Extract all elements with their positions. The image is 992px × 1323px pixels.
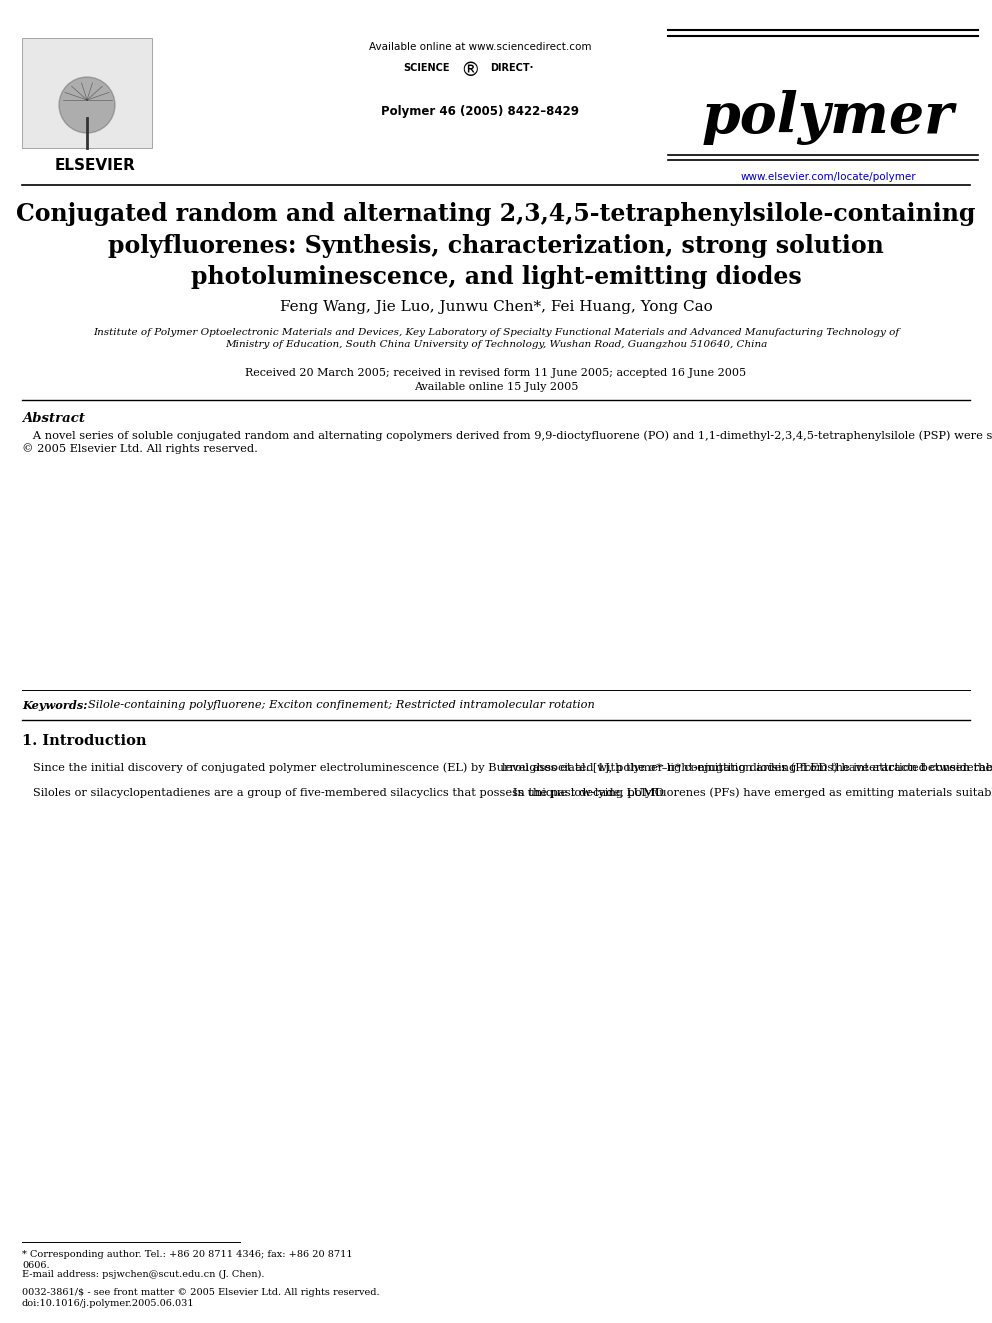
Text: Institute of Polymer Optoelectronic Materials and Devices, Key Laboratory of Spe: Institute of Polymer Optoelectronic Mate… [93,328,899,349]
Text: level associated with the σ*–π* conjugation arising from the interaction between: level associated with the σ*–π* conjugat… [502,762,992,798]
Text: 0032-3861/$ - see front matter © 2005 Elsevier Ltd. All rights reserved.
doi:10.: 0032-3861/$ - see front matter © 2005 El… [22,1289,380,1308]
Text: SCIENCE: SCIENCE [404,64,450,73]
Text: ELSEVIER: ELSEVIER [55,157,136,173]
Text: Conjugated random and alternating 2,3,4,5-tetraphenylsilole-containing
polyfluor: Conjugated random and alternating 2,3,4,… [16,202,976,290]
Text: Available online at www.sciencedirect.com: Available online at www.sciencedirect.co… [369,42,591,52]
Text: Received 20 March 2005; received in revised form 11 June 2005; accepted 16 June : Received 20 March 2005; received in revi… [245,368,747,392]
Text: A novel series of soluble conjugated random and alternating copolymers derived f: A novel series of soluble conjugated ran… [22,430,992,454]
Text: * Corresponding author. Tel.: +86 20 8711 4346; fax: +86 20 8711
0606.: * Corresponding author. Tel.: +86 20 871… [22,1250,352,1270]
Text: E-mail address: psjwchen@scut.edu.cn (J. Chen).: E-mail address: psjwchen@scut.edu.cn (J.… [22,1270,265,1279]
Text: Since the initial discovery of conjugated polymer electroluminescence (EL) by Bu: Since the initial discovery of conjugate… [22,762,992,798]
Bar [22,38,152,148]
Text: Silole-containing polyfluorene; Exciton confinement; Restricted intramolecular r: Silole-containing polyfluorene; Exciton … [88,700,595,710]
Text: ®: ® [460,61,479,79]
Text: Keywords:: Keywords: [22,700,87,710]
Text: Feng Wang, Jie Luo, Junwu Chen*, Fei Huang, Yong Cao: Feng Wang, Jie Luo, Junwu Chen*, Fei Hua… [280,300,712,314]
Text: DIRECT·: DIRECT· [490,64,534,73]
Text: polymer: polymer [701,90,954,146]
Text: www.elsevier.com/locate/polymer: www.elsevier.com/locate/polymer [740,172,916,183]
Text: Polymer 46 (2005) 8422–8429: Polymer 46 (2005) 8422–8429 [381,105,579,118]
Circle shape [59,77,115,134]
Text: Abstract: Abstract [22,411,85,425]
Text: 1. Introduction: 1. Introduction [22,734,147,747]
